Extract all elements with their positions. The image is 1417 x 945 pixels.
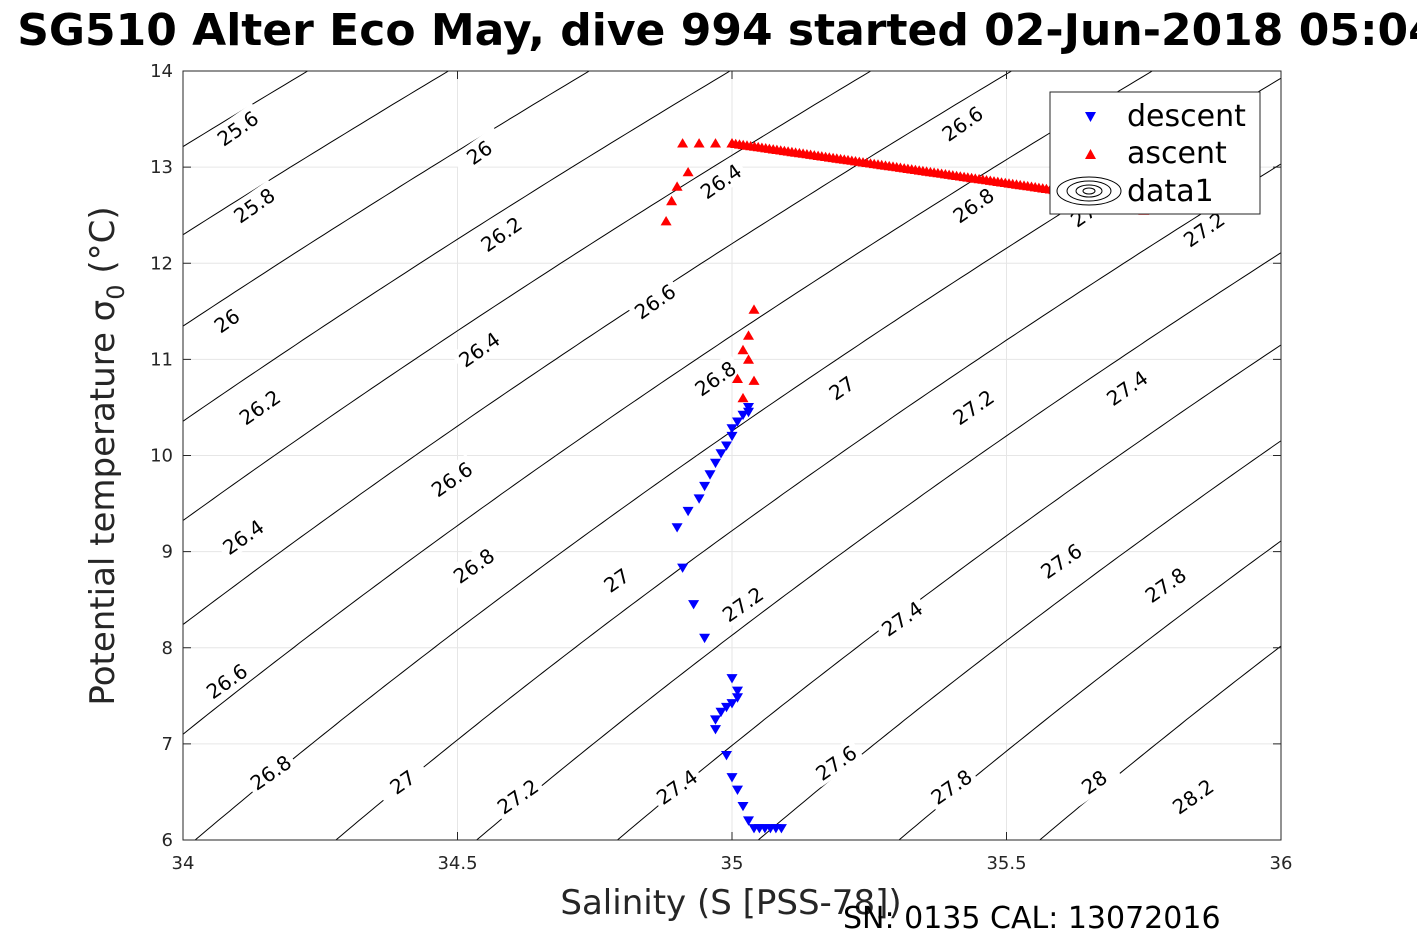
isopycnal-28.2 bbox=[1038, 645, 1281, 840]
descent-point bbox=[743, 407, 754, 418]
descent-point bbox=[699, 633, 711, 644]
descent-point bbox=[721, 751, 732, 761]
descent-point bbox=[726, 773, 738, 783]
y-axis-label: Potential temperature σ0 (°C) bbox=[83, 206, 130, 705]
descent-point bbox=[726, 674, 738, 684]
descent-point bbox=[710, 458, 721, 469]
ascent-point bbox=[737, 344, 749, 355]
descent-point bbox=[715, 449, 727, 459]
legend: descent ascent data1 bbox=[1049, 91, 1261, 215]
isopycnal-26.8 bbox=[183, 71, 1154, 735]
descent-point bbox=[732, 417, 743, 427]
ascent-point bbox=[660, 216, 672, 226]
x-tick-label: 35.5 bbox=[986, 853, 1026, 874]
ascent-point bbox=[737, 392, 749, 403]
descent-point bbox=[677, 563, 689, 573]
y-tick-label: 11 bbox=[150, 349, 173, 370]
ascent-point bbox=[693, 138, 705, 148]
descent-point bbox=[732, 693, 743, 703]
legend-contour-icon bbox=[1056, 176, 1122, 206]
isopycnal-27.4 bbox=[475, 252, 1281, 840]
descent-point bbox=[721, 441, 732, 451]
isopycnal-26.6 bbox=[183, 71, 1013, 626]
descent-point bbox=[743, 403, 754, 413]
descent-point bbox=[688, 600, 700, 610]
isopycnal-27.8 bbox=[757, 440, 1281, 840]
descent-point bbox=[775, 824, 787, 834]
y-axis-label-main: Potential temperature σ bbox=[83, 300, 123, 706]
ascent-point bbox=[677, 138, 689, 148]
descent-point bbox=[710, 715, 721, 725]
ascent-point bbox=[743, 354, 754, 364]
descent-point bbox=[737, 802, 749, 812]
y-axis-ticks: 6 7 8 9 10 11 12 13 14 bbox=[150, 61, 1281, 851]
legend-descent-label: descent bbox=[1127, 99, 1246, 134]
descent-point bbox=[743, 816, 754, 826]
y-axis-label-unit: (°C) bbox=[83, 206, 123, 284]
descent-point bbox=[726, 431, 738, 442]
legend-ascent-marker bbox=[1085, 149, 1096, 159]
x-tick-label: 34.5 bbox=[437, 853, 477, 874]
descent-point bbox=[682, 506, 694, 517]
ascent-point bbox=[682, 167, 694, 177]
y-tick-label: 14 bbox=[150, 61, 173, 82]
ascent-point bbox=[666, 195, 678, 206]
ascent-point bbox=[732, 373, 743, 383]
ascent-point bbox=[748, 304, 760, 314]
ascent-point bbox=[671, 181, 683, 191]
y-tick-label: 7 bbox=[162, 734, 173, 755]
legend-ascent-label: ascent bbox=[1127, 136, 1227, 171]
descent-point bbox=[732, 785, 743, 795]
ascent-point bbox=[743, 330, 754, 340]
y-tick-label: 12 bbox=[150, 253, 173, 274]
legend-descent-marker bbox=[1085, 112, 1096, 122]
isopycnal-27.6 bbox=[616, 344, 1281, 840]
x-tick-label: 36 bbox=[1270, 853, 1293, 874]
descent-point bbox=[721, 702, 732, 713]
legend-data1-label: data1 bbox=[1127, 174, 1214, 209]
descent-point bbox=[726, 424, 738, 434]
y-tick-label: 13 bbox=[150, 157, 173, 178]
density-contours bbox=[183, 71, 1281, 840]
x-tick-label: 35 bbox=[721, 853, 744, 874]
descent-point bbox=[715, 707, 727, 718]
y-axis-label-subscript: 0 bbox=[102, 284, 130, 299]
y-tick-label: 10 bbox=[150, 446, 173, 467]
isopycnal-25.8 bbox=[183, 71, 450, 236]
descent-point bbox=[710, 725, 721, 735]
descent-point bbox=[699, 481, 711, 492]
isopycnal-26 bbox=[183, 71, 591, 327]
isopycnal-28 bbox=[898, 540, 1281, 840]
descent-point bbox=[671, 523, 683, 533]
descent-point bbox=[693, 494, 705, 504]
descent-point bbox=[732, 686, 743, 696]
ascent-point bbox=[710, 138, 721, 148]
y-tick-label: 8 bbox=[162, 638, 173, 659]
ascent-point bbox=[748, 375, 760, 385]
descent-point bbox=[726, 699, 738, 709]
y-tick-label: 6 bbox=[162, 830, 173, 851]
descent-point bbox=[737, 410, 749, 421]
descent-point bbox=[704, 470, 716, 480]
y-tick-label: 9 bbox=[162, 542, 173, 563]
serial-calibration-note: SN: 0135 CAL: 13072016 bbox=[843, 901, 1221, 936]
chart-title: SG510 Alter Eco May, dive 994 started 02… bbox=[17, 5, 1417, 56]
isopycnal-26.2 bbox=[183, 71, 731, 422]
x-axis-ticks: 34 34.5 35 35.5 36 bbox=[172, 71, 1293, 874]
x-axis-label: Salinity (S [PSS-78]) bbox=[560, 883, 901, 923]
x-tick-label: 34 bbox=[172, 853, 195, 874]
